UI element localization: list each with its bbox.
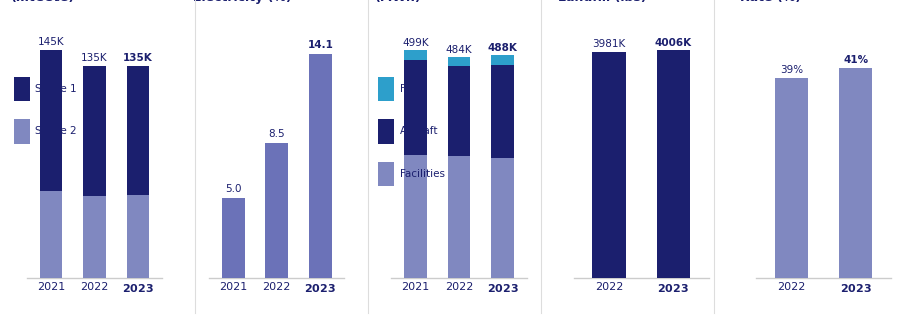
Bar bbox=[83, 196, 106, 278]
Bar bbox=[447, 66, 471, 156]
Bar bbox=[127, 195, 149, 278]
Text: 41%: 41% bbox=[843, 55, 868, 65]
Bar bbox=[447, 156, 471, 278]
Bar bbox=[40, 191, 62, 278]
Bar bbox=[775, 78, 808, 278]
Text: 484K: 484K bbox=[446, 45, 472, 55]
Text: Energy Consumption
(MWh): Energy Consumption (MWh) bbox=[375, 0, 521, 4]
Text: 4006K: 4006K bbox=[655, 38, 692, 48]
Text: Facility Waste to
Landfill (lbs): Facility Waste to Landfill (lbs) bbox=[557, 0, 674, 4]
Bar bbox=[491, 56, 514, 64]
Text: Scope 1: Scope 1 bbox=[35, 84, 76, 93]
Text: Landfill Diversion
Rate (%): Landfill Diversion Rate (%) bbox=[740, 0, 862, 4]
Bar bbox=[592, 52, 626, 278]
Bar bbox=[657, 50, 690, 278]
Text: GHG Emissions
(mtCO₂e): GHG Emissions (mtCO₂e) bbox=[11, 0, 115, 4]
Bar bbox=[127, 66, 149, 195]
Bar bbox=[404, 155, 427, 278]
FancyBboxPatch shape bbox=[14, 119, 30, 144]
Text: 499K: 499K bbox=[402, 38, 428, 48]
Bar bbox=[404, 61, 427, 155]
Bar bbox=[491, 158, 514, 278]
Text: 39%: 39% bbox=[779, 65, 803, 75]
Text: 8.5: 8.5 bbox=[268, 129, 285, 139]
Text: Fleet: Fleet bbox=[400, 84, 426, 93]
FancyBboxPatch shape bbox=[378, 162, 394, 186]
Text: 5.0: 5.0 bbox=[225, 184, 241, 194]
FancyBboxPatch shape bbox=[14, 77, 30, 101]
Text: 135K: 135K bbox=[123, 53, 153, 63]
Bar bbox=[222, 198, 245, 278]
Text: 145K: 145K bbox=[38, 37, 64, 47]
Text: 135K: 135K bbox=[81, 53, 108, 63]
Text: Aircraft: Aircraft bbox=[400, 127, 438, 137]
Bar bbox=[839, 68, 872, 278]
Bar bbox=[266, 143, 288, 278]
Bar bbox=[447, 57, 471, 66]
Bar bbox=[309, 54, 331, 278]
Text: 3981K: 3981K bbox=[592, 39, 626, 49]
Text: Scope 2: Scope 2 bbox=[35, 127, 76, 137]
FancyBboxPatch shape bbox=[378, 77, 394, 101]
Text: 14.1: 14.1 bbox=[308, 40, 333, 50]
Text: Facilities: Facilities bbox=[400, 169, 445, 179]
FancyBboxPatch shape bbox=[378, 119, 394, 144]
Bar bbox=[83, 66, 106, 196]
Bar bbox=[491, 64, 514, 158]
Text: 488K: 488K bbox=[488, 43, 517, 53]
Bar bbox=[40, 50, 62, 191]
Bar bbox=[404, 50, 427, 61]
Text: Renewable
Electricity (%): Renewable Electricity (%) bbox=[194, 0, 292, 4]
